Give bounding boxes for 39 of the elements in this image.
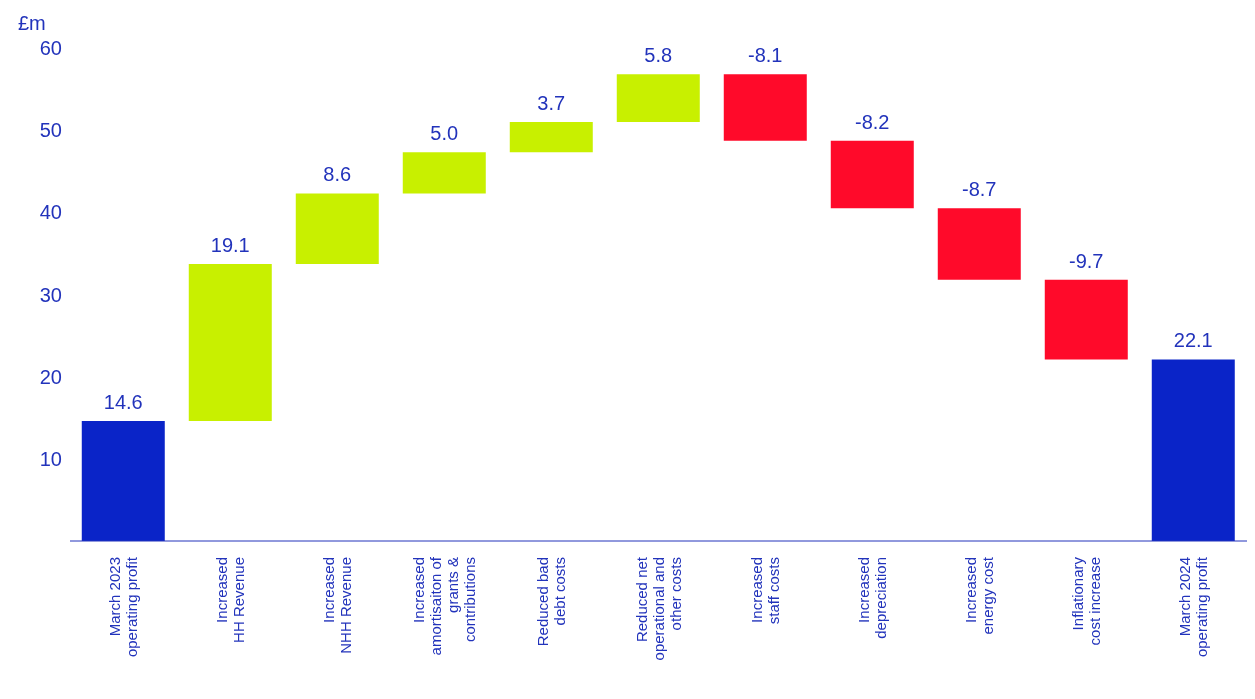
- bar: [402, 152, 486, 194]
- y-tick-label: 40: [39, 201, 62, 224]
- data-label: -8.7: [962, 178, 997, 201]
- bar: [81, 421, 165, 541]
- x-tick-label: Reduced net operational and other costs: [632, 556, 684, 661]
- bar: [937, 208, 1021, 280]
- data-label: -8.1: [748, 44, 783, 67]
- bar: [509, 121, 593, 153]
- data-label: 8.6: [323, 163, 352, 186]
- x-tick-label: Increased staff costs: [748, 557, 782, 625]
- y-tick-label: 30: [39, 283, 62, 306]
- bar: [1044, 279, 1128, 360]
- y-tick-label: 10: [39, 447, 62, 470]
- x-tick-label: Increased amortisaiton of grants & contributions: [410, 556, 478, 656]
- x-tick-label: Increased HH Revenue: [213, 557, 247, 643]
- y-axis-title: £m: [18, 12, 46, 35]
- bar: [1151, 359, 1235, 541]
- x-tick-label: March 2023 operating profit: [106, 556, 140, 658]
- y-tick-label: 50: [39, 119, 62, 142]
- x-tick-label: Reduced bad debt costs: [534, 557, 568, 647]
- data-label: -8.2: [855, 110, 890, 133]
- data-label: 3.7: [537, 91, 566, 114]
- y-tick-label: 60: [39, 37, 62, 60]
- bar: [830, 140, 914, 209]
- x-tick-label: Inflationary cost increase: [1069, 556, 1103, 646]
- bar: [616, 74, 700, 122]
- data-label: 19.1: [210, 234, 250, 257]
- bar: [188, 264, 272, 422]
- y-tick-label: 20: [39, 365, 62, 388]
- bar: [723, 74, 807, 141]
- x-tick-label: Increased depreciation: [855, 557, 889, 639]
- data-label: -9.7: [1069, 249, 1104, 272]
- data-label: 5.8: [644, 44, 673, 67]
- bar: [295, 193, 379, 265]
- data-label: 22.1: [1173, 329, 1213, 352]
- data-label: 5.0: [430, 122, 459, 145]
- x-tick-label: Increased energy cost: [962, 556, 996, 635]
- data-label: 14.6: [103, 391, 143, 414]
- x-tick-label: Increased NHH Revenue: [320, 557, 354, 654]
